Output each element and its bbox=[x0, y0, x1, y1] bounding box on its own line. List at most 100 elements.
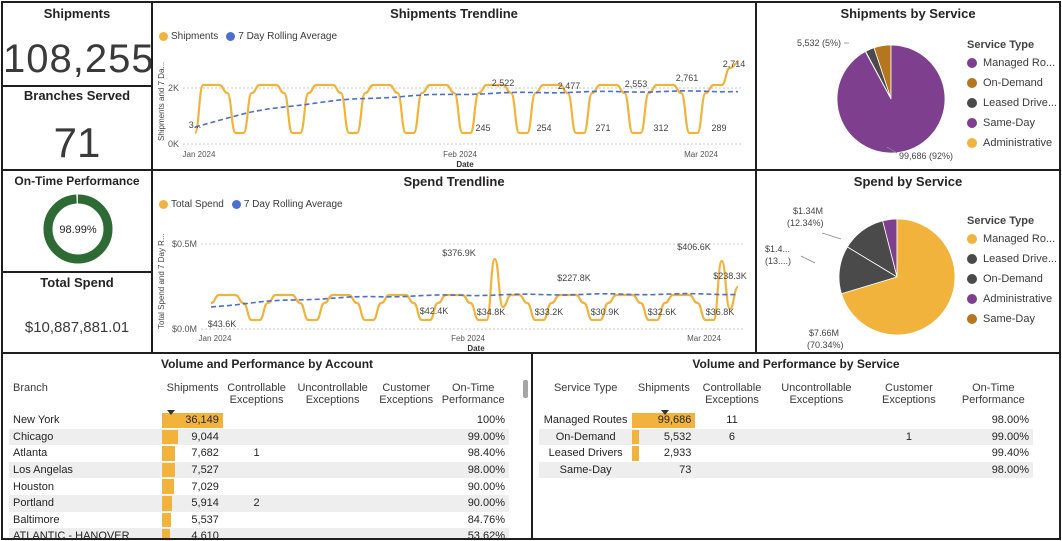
cell-shipments: 7,029 bbox=[162, 478, 223, 495]
legend-item-rolling[interactable]: 7 Day Rolling Average bbox=[231, 199, 343, 210]
cell-controllable bbox=[695, 461, 769, 479]
table-row[interactable]: On-Demand 5,532 6 1 99.00% bbox=[539, 428, 1033, 446]
data-label: 2,477 bbox=[558, 81, 581, 91]
table-row[interactable]: Chicago 9,044 99.00% bbox=[9, 428, 509, 446]
data-label: 289 bbox=[711, 123, 726, 133]
table-row[interactable]: Same-Day 73 98.00% bbox=[539, 461, 1033, 479]
column-header-ontime[interactable]: On-Time Performance bbox=[961, 382, 1025, 406]
cell-type: Managed Routes bbox=[543, 414, 628, 427]
data-bar bbox=[162, 429, 178, 445]
cell-controllable: 11 bbox=[726, 414, 738, 427]
table-row[interactable]: Portland 5,914 2 90.00% bbox=[9, 494, 509, 512]
sort-descending-icon[interactable] bbox=[661, 410, 669, 415]
column-header-uncontrollable[interactable]: Uncontrollable Exceptions bbox=[297, 382, 368, 406]
legend-item-managed[interactable]: Managed Ro... bbox=[967, 229, 1057, 249]
cell-shipments: 5,914 bbox=[162, 494, 223, 512]
legend-label: Managed Ro... bbox=[983, 233, 1056, 245]
legend-item-managed[interactable]: Managed Ro... bbox=[967, 53, 1057, 73]
spend-by-service-title: Spend by Service bbox=[853, 174, 963, 189]
pie-slice[interactable] bbox=[836, 44, 946, 154]
table-scrollbar[interactable] bbox=[523, 380, 528, 398]
table-row[interactable]: Leased Drivers 2,933 99.40% bbox=[539, 445, 1033, 462]
x-tick: Feb 2024 bbox=[451, 334, 485, 343]
spend-by-service-pie[interactable]: $1.34M (12.34%) $1.4... (13....) $7.66M … bbox=[757, 191, 967, 354]
column-header-customer[interactable]: Customer Exceptions bbox=[379, 382, 434, 406]
column-header-shipments[interactable]: Shipments bbox=[632, 380, 695, 412]
data-label: $406.6K bbox=[677, 242, 711, 252]
legend-item-administrative[interactable]: Administrative bbox=[967, 289, 1057, 309]
spend-trend-card: Spend Trendline Total Spend 7 Day Rollin… bbox=[151, 169, 757, 354]
cell-uncontrollable bbox=[290, 512, 375, 529]
bar-value: 73 bbox=[679, 464, 692, 477]
column-header-ontime[interactable]: On-Time Performance bbox=[441, 382, 505, 406]
total-spend-series-line bbox=[210, 257, 739, 322]
legend-label: Managed Ro... bbox=[983, 57, 1056, 69]
legend-item-total-spend[interactable]: Total Spend bbox=[159, 199, 224, 210]
legend-item-leased[interactable]: Leased Drive... bbox=[967, 93, 1057, 113]
legend-item-ondemand[interactable]: On-Demand bbox=[967, 73, 1057, 93]
cell-customer bbox=[375, 412, 437, 429]
data-label: 2,522 bbox=[492, 78, 515, 88]
legend-dot-icon bbox=[967, 78, 977, 88]
pie-label: (12.34%) bbox=[787, 218, 824, 228]
shipments-trend-plot[interactable]: Shipments and 7 Da... 2K 0K Jan 2024 Feb… bbox=[153, 29, 755, 169]
spend-value: $10,887,881.01 bbox=[24, 319, 130, 336]
cell-type: Leased Drivers bbox=[548, 447, 623, 460]
bar-value: 5,914 bbox=[191, 497, 219, 510]
cell-shipments: 36,149 bbox=[162, 412, 223, 429]
table-row[interactable]: New York 36,149 100% bbox=[9, 412, 509, 429]
table-row[interactable]: Houston 7,029 90.00% bbox=[9, 478, 509, 495]
data-label: $227.8K bbox=[557, 273, 591, 283]
cell-branch: ATLANTIC - HANOVER bbox=[9, 528, 163, 538]
legend-item-ondemand[interactable]: On-Demand bbox=[967, 269, 1057, 289]
ontime-value: 98.99% bbox=[59, 224, 97, 236]
legend-item-rolling[interactable]: 7 Day Rolling Average bbox=[226, 31, 337, 42]
spend-trend-title: Spend Trendline bbox=[403, 174, 505, 189]
cell-uncontrollable bbox=[290, 445, 375, 462]
y-axis-label: Shipments and 7 Da... bbox=[157, 62, 166, 141]
column-header-branch[interactable]: Branch bbox=[13, 382, 48, 394]
cell-uncontrollable bbox=[290, 494, 375, 512]
column-header-service-type[interactable]: Service Type bbox=[553, 382, 618, 394]
cell-uncontrollable bbox=[290, 478, 375, 495]
legend-label: 7 Day Rolling Average bbox=[243, 199, 343, 210]
legend-item-shipments[interactable]: Shipments bbox=[159, 31, 218, 42]
spend-label: Total Spend bbox=[40, 275, 114, 290]
shipments-by-service-pie[interactable]: 5,532 (5%) 99,686 (92%) bbox=[757, 23, 967, 171]
legend-item-sameday[interactable]: Same-Day bbox=[967, 309, 1057, 329]
table-row[interactable]: Managed Routes 99,686 11 98.00% bbox=[539, 412, 1033, 429]
data-label: $43.6K bbox=[208, 319, 237, 329]
cell-branch: New York bbox=[13, 414, 60, 427]
cell-uncontrollable bbox=[768, 461, 865, 479]
table-row[interactable]: ATLANTIC - HANOVER 4,610 53.62% bbox=[9, 528, 509, 538]
spend-by-service-legend: Service Type Managed Ro... Leased Drive.… bbox=[967, 215, 1057, 329]
ontime-label: On-Time Performance bbox=[14, 174, 140, 188]
column-header-shipments[interactable]: Shipments bbox=[162, 380, 223, 412]
pie-slice[interactable] bbox=[840, 218, 956, 336]
spend-trend-plot[interactable]: Total Spend and 7 Day R... $0.5M $0.0M J… bbox=[153, 197, 755, 352]
cell-controllable bbox=[222, 428, 291, 446]
sort-descending-icon[interactable] bbox=[167, 410, 175, 415]
cell-uncontrollable bbox=[290, 528, 375, 538]
table-row[interactable]: Atlanta 7,682 1 98.40% bbox=[9, 445, 509, 462]
column-header-controllable[interactable]: Controllable Exceptions bbox=[227, 382, 286, 406]
legend-item-leased[interactable]: Leased Drive... bbox=[967, 249, 1057, 269]
rolling-average-line bbox=[194, 90, 739, 128]
cell-shipments: 99,686 bbox=[632, 412, 696, 429]
column-header-controllable[interactable]: Controllable Exceptions bbox=[702, 382, 762, 406]
y-tick: 2K bbox=[168, 83, 179, 93]
column-header-uncontrollable[interactable]: Uncontrollable Exceptions bbox=[781, 382, 852, 406]
y-tick: $0.5M bbox=[172, 239, 197, 249]
pie-label: 99,686 (92%) bbox=[899, 151, 953, 161]
data-bar bbox=[162, 479, 174, 494]
cell-type: On-Demand bbox=[539, 428, 633, 446]
table-row[interactable]: Baltimore 5,537 84.76% bbox=[9, 512, 509, 529]
data-label: $30.9K bbox=[591, 307, 620, 317]
data-label: $238.3K bbox=[713, 271, 747, 281]
column-header-customer[interactable]: Customer Exceptions bbox=[881, 382, 936, 406]
legend-item-sameday[interactable]: Same-Day bbox=[967, 113, 1057, 133]
table-row[interactable]: Los Angelas 7,527 98.00% bbox=[9, 461, 509, 479]
data-label: $34.8K bbox=[477, 307, 506, 317]
legend-item-administrative[interactable]: Administrative bbox=[967, 133, 1057, 153]
legend-dot-icon bbox=[967, 234, 977, 244]
